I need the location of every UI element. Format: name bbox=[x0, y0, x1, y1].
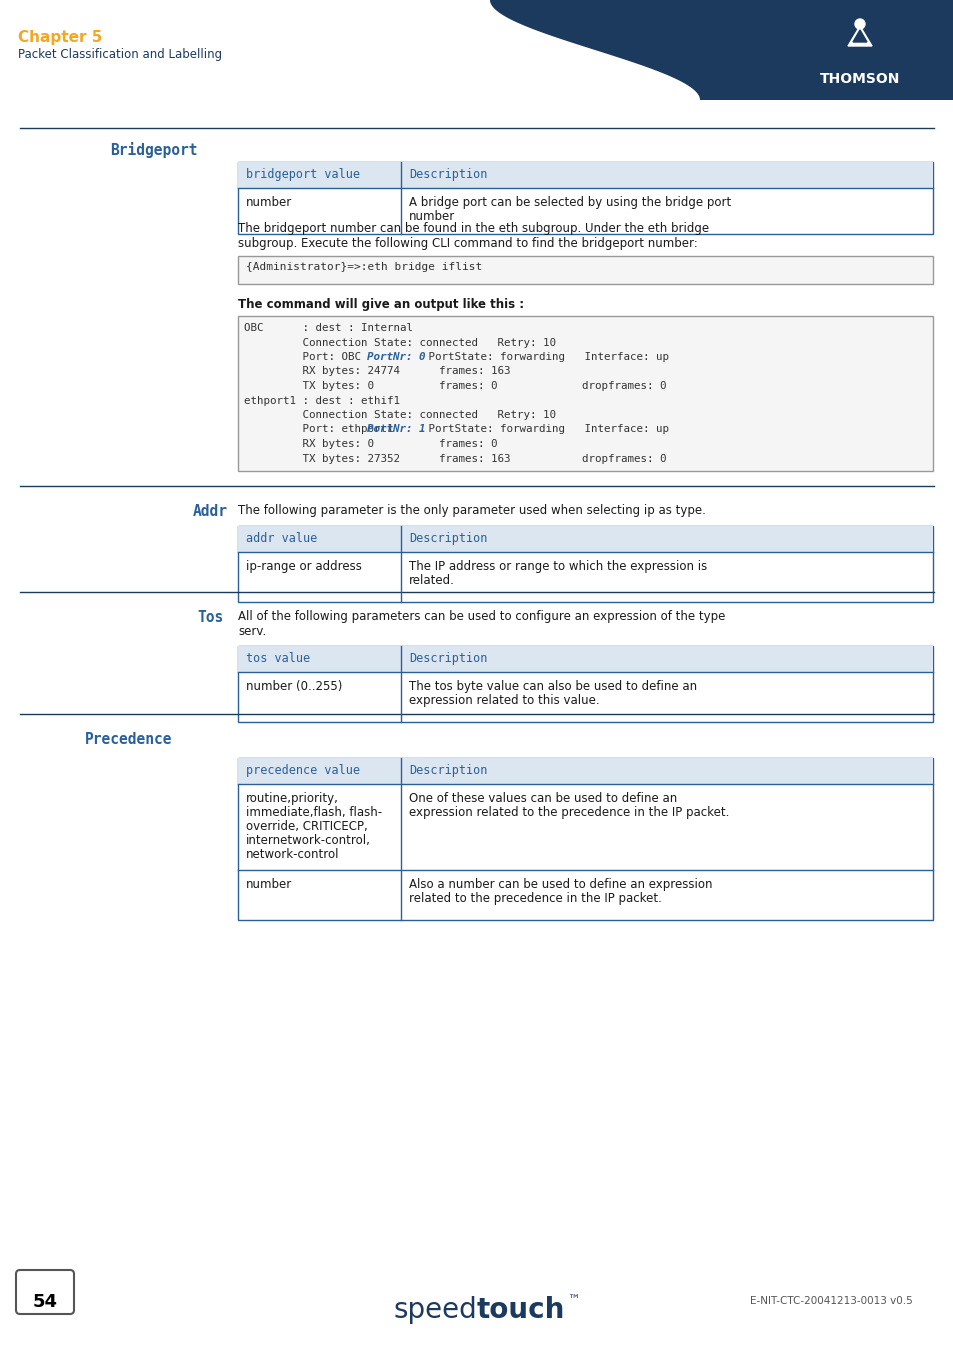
Bar bbox=[237, 646, 932, 721]
Text: Description: Description bbox=[409, 765, 487, 777]
Text: speed: speed bbox=[393, 1296, 476, 1324]
Text: Tos: Tos bbox=[196, 611, 223, 626]
Text: bridgeport value: bridgeport value bbox=[246, 168, 359, 181]
Text: ip-range or address: ip-range or address bbox=[246, 561, 361, 573]
Text: touch: touch bbox=[476, 1296, 565, 1324]
Bar bbox=[237, 758, 932, 784]
Text: ™: ™ bbox=[566, 1294, 578, 1306]
Text: PortNr: 1: PortNr: 1 bbox=[366, 424, 425, 435]
Text: Port: OBC: Port: OBC bbox=[244, 353, 413, 362]
Text: PortState: forwarding   Interface: up: PortState: forwarding Interface: up bbox=[409, 353, 668, 362]
Text: number (0..255): number (0..255) bbox=[246, 680, 342, 693]
Polygon shape bbox=[852, 30, 866, 42]
Text: Packet Classification and Labelling: Packet Classification and Labelling bbox=[18, 49, 222, 61]
Polygon shape bbox=[847, 26, 871, 46]
Text: serv.: serv. bbox=[237, 626, 266, 638]
Text: THOMSON: THOMSON bbox=[819, 72, 900, 86]
Bar bbox=[237, 162, 932, 188]
Text: The IP address or range to which the expression is: The IP address or range to which the exp… bbox=[409, 561, 706, 573]
Text: 54: 54 bbox=[32, 1293, 57, 1310]
Text: Chapter 5: Chapter 5 bbox=[18, 30, 102, 45]
Text: The bridgeport number can be found in the eth subgroup. Under the eth bridge: The bridgeport number can be found in th… bbox=[237, 222, 708, 235]
Text: The following parameter is the only parameter used when selecting ip as type.: The following parameter is the only para… bbox=[237, 504, 705, 517]
Bar bbox=[237, 316, 932, 471]
Text: ethport1 : dest : ethif1: ethport1 : dest : ethif1 bbox=[244, 396, 399, 405]
Bar bbox=[237, 526, 932, 603]
Text: number: number bbox=[246, 878, 292, 892]
Circle shape bbox=[854, 19, 864, 28]
Text: The command will give an output like this :: The command will give an output like thi… bbox=[237, 299, 523, 311]
Text: TX bytes: 27352      frames: 163           dropframes: 0: TX bytes: 27352 frames: 163 dropframes: … bbox=[244, 454, 666, 463]
Text: Connection State: connected   Retry: 10: Connection State: connected Retry: 10 bbox=[244, 409, 556, 420]
Text: related to the precedence in the IP packet.: related to the precedence in the IP pack… bbox=[409, 892, 661, 905]
Text: All of the following parameters can be used to configure an expression of the ty: All of the following parameters can be u… bbox=[237, 611, 724, 623]
Text: PortState: forwarding   Interface: up: PortState: forwarding Interface: up bbox=[409, 424, 668, 435]
Text: The tos byte value can also be used to define an: The tos byte value can also be used to d… bbox=[409, 680, 697, 693]
Text: precedence value: precedence value bbox=[246, 765, 359, 777]
Text: Precedence: Precedence bbox=[85, 732, 172, 747]
Text: {Administrator}=>:eth bridge iflist: {Administrator}=>:eth bridge iflist bbox=[246, 262, 482, 272]
Bar bbox=[237, 255, 932, 284]
Text: A bridge port can be selected by using the bridge port: A bridge port can be selected by using t… bbox=[409, 196, 731, 209]
Text: routine,priority,: routine,priority, bbox=[246, 792, 338, 805]
Text: number: number bbox=[409, 209, 455, 223]
Text: E-NIT-CTC-20041213-0013 v0.5: E-NIT-CTC-20041213-0013 v0.5 bbox=[749, 1296, 912, 1306]
Text: One of these values can be used to define an: One of these values can be used to defin… bbox=[409, 792, 677, 805]
Text: addr value: addr value bbox=[246, 532, 317, 544]
Bar bbox=[237, 162, 932, 234]
Text: Bridgeport: Bridgeport bbox=[110, 142, 197, 158]
Bar bbox=[237, 526, 932, 553]
FancyBboxPatch shape bbox=[16, 1270, 74, 1315]
Text: immediate,flash, flash-: immediate,flash, flash- bbox=[246, 807, 382, 819]
Text: Description: Description bbox=[409, 653, 487, 665]
Text: expression related to the precedence in the IP packet.: expression related to the precedence in … bbox=[409, 807, 729, 819]
Text: Port: ethport1: Port: ethport1 bbox=[244, 424, 413, 435]
Text: RX bytes: 24774      frames: 163: RX bytes: 24774 frames: 163 bbox=[244, 366, 510, 377]
Text: PortNr: 0: PortNr: 0 bbox=[366, 353, 425, 362]
Text: OBC      : dest : Internal: OBC : dest : Internal bbox=[244, 323, 413, 332]
Text: TX bytes: 0          frames: 0             dropframes: 0: TX bytes: 0 frames: 0 dropframes: 0 bbox=[244, 381, 666, 390]
Polygon shape bbox=[490, 0, 953, 100]
Text: Description: Description bbox=[409, 532, 487, 544]
Bar bbox=[237, 758, 932, 920]
Text: network-control: network-control bbox=[246, 848, 339, 861]
Text: Connection State: connected   Retry: 10: Connection State: connected Retry: 10 bbox=[244, 338, 556, 347]
Text: Description: Description bbox=[409, 168, 487, 181]
Text: override, CRITICECP,: override, CRITICECP, bbox=[246, 820, 367, 834]
Text: tos value: tos value bbox=[246, 653, 310, 665]
Text: internetwork-control,: internetwork-control, bbox=[246, 834, 371, 847]
Text: subgroup. Execute the following CLI command to find the bridgeport number:: subgroup. Execute the following CLI comm… bbox=[237, 236, 697, 250]
Text: Addr: Addr bbox=[193, 504, 228, 519]
Text: RX bytes: 0          frames: 0: RX bytes: 0 frames: 0 bbox=[244, 439, 497, 449]
Text: related.: related. bbox=[409, 574, 455, 586]
Text: Also a number can be used to define an expression: Also a number can be used to define an e… bbox=[409, 878, 712, 892]
Text: number: number bbox=[246, 196, 292, 209]
Bar bbox=[237, 646, 932, 671]
Text: expression related to this value.: expression related to this value. bbox=[409, 694, 599, 707]
